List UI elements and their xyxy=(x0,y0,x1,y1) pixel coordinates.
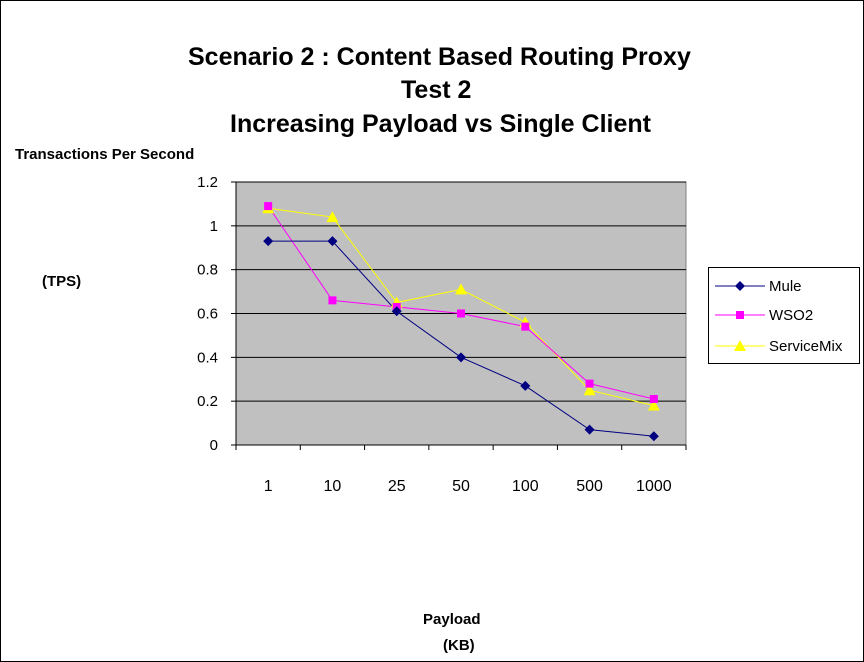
data-point-mule xyxy=(327,236,338,247)
x-axis-unit: (KB) xyxy=(443,637,475,654)
chart-title-line-3: Increasing Payload vs Single Client xyxy=(230,110,651,138)
x-tick-label: 25 xyxy=(388,478,406,495)
data-point-servicemix xyxy=(583,384,596,396)
y-tick-label: 0.4 xyxy=(197,349,218,366)
y-tick-label: 0 xyxy=(210,437,218,454)
legend-swatch-diamond xyxy=(715,281,765,291)
legend-item-servicemix: ServiceMix xyxy=(709,334,859,358)
data-point-mule xyxy=(648,431,659,442)
data-point-mule xyxy=(584,424,595,435)
y-axis-unit: (TPS) xyxy=(42,273,82,290)
data-point-wso2 xyxy=(328,296,337,305)
x-tick-label: 1000 xyxy=(636,478,672,495)
chart-title-line-2: Test 2 xyxy=(401,76,472,104)
data-point-servicemix xyxy=(647,399,660,411)
data-point-wso2 xyxy=(649,394,658,403)
legend-label-mule: Mule xyxy=(769,278,802,295)
legend-label-servicemix: ServiceMix xyxy=(769,338,843,355)
legend-swatch-square xyxy=(715,311,765,319)
legend-item-mule: Mule xyxy=(709,274,859,298)
data-point-wso2 xyxy=(585,379,594,388)
data-point-servicemix xyxy=(455,283,467,295)
data-point-wso2 xyxy=(264,202,273,211)
data-point-servicemix xyxy=(326,211,339,223)
x-tick-label: 500 xyxy=(576,478,603,495)
legend-item-wso2: WSO2 xyxy=(709,303,859,327)
x-axis-label: Payload xyxy=(423,611,481,628)
data-point-wso2 xyxy=(521,322,530,331)
y-tick-label: 1.2 xyxy=(197,174,218,191)
y-tick-label: 0.8 xyxy=(197,262,218,279)
data-point-mule xyxy=(520,380,531,391)
x-tick-label: 10 xyxy=(324,478,342,495)
y-tick-label: 0.6 xyxy=(197,306,218,323)
chart-title-line-1: Scenario 2 : Content Based Routing Proxy xyxy=(188,43,691,71)
data-point-mule xyxy=(391,306,402,317)
legend-swatch-triangle xyxy=(715,340,765,351)
x-tick-label: 50 xyxy=(452,478,470,495)
chart-legend: Mule WSO2 ServiceMix xyxy=(708,267,860,364)
legend-label-wso2: WSO2 xyxy=(769,307,814,324)
x-tick-label: 1 xyxy=(264,478,273,495)
data-point-mule xyxy=(263,236,274,247)
x-tick-label: 100 xyxy=(512,478,539,495)
data-point-mule xyxy=(456,352,466,363)
y-tick-label: 0.2 xyxy=(197,393,218,410)
data-point-wso2 xyxy=(457,309,465,318)
y-tick-label: 1 xyxy=(210,218,218,235)
y-axis-label: Transactions Per Second xyxy=(15,146,195,163)
